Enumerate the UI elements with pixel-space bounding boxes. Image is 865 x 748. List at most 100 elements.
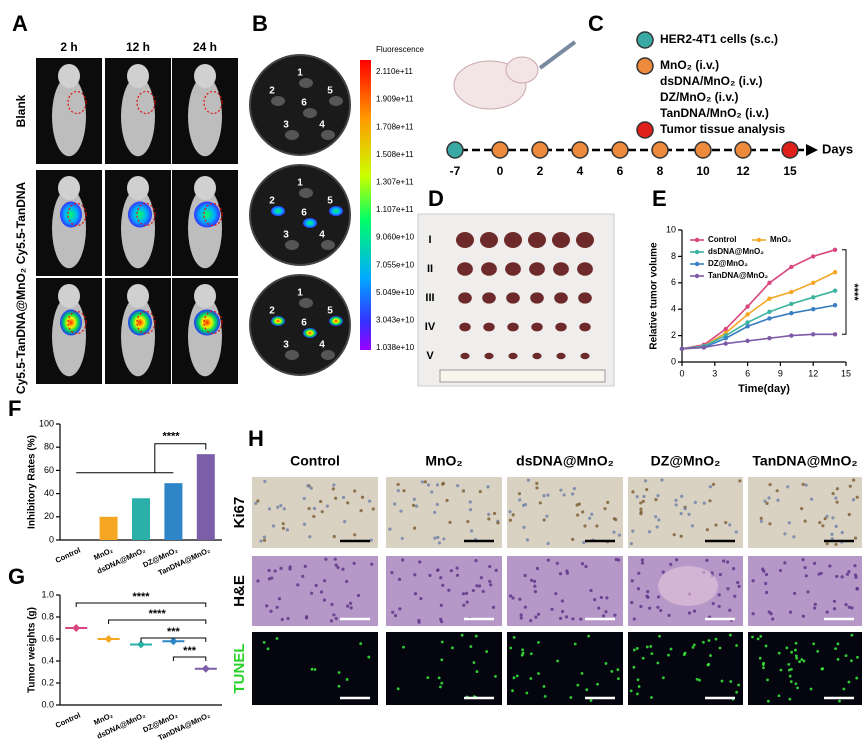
cell	[720, 679, 724, 683]
organ-label: 3	[283, 120, 289, 131]
timeline-day: 8	[657, 164, 664, 178]
cell	[589, 699, 593, 702]
series-line	[681, 249, 836, 350]
organ-label: 4	[319, 230, 325, 241]
cell	[583, 524, 587, 528]
organ	[321, 350, 335, 360]
organ-label: 6	[301, 318, 307, 329]
legend-marker	[694, 273, 700, 279]
cell	[788, 610, 793, 614]
cell	[356, 593, 361, 598]
row-label: Cy5.5-TanDNA	[14, 181, 28, 264]
cell	[798, 660, 801, 664]
cell	[639, 604, 643, 609]
series-point	[832, 303, 838, 308]
tumor	[506, 292, 520, 304]
cell	[279, 503, 283, 508]
cell	[433, 536, 437, 540]
cell	[809, 687, 813, 691]
tumor	[459, 322, 471, 332]
organ	[321, 240, 335, 250]
row-label: Cy5.5-TanDNA@MnO₂	[14, 268, 28, 394]
cell	[812, 642, 816, 646]
legend-text: Control	[708, 235, 736, 244]
organ-label: 5	[327, 196, 333, 207]
mouse-head	[127, 284, 149, 308]
cell	[496, 521, 500, 525]
cell	[441, 482, 445, 486]
timeline-label: Days	[822, 141, 853, 156]
column-header: 2 h	[60, 40, 77, 54]
cell	[669, 562, 673, 567]
micrograph	[748, 632, 862, 705]
cell	[775, 489, 779, 493]
cell	[725, 560, 730, 564]
series-point	[789, 333, 794, 338]
series-point	[767, 309, 772, 315]
petri-dish	[249, 164, 351, 266]
cell	[788, 697, 792, 701]
petri-dish	[249, 274, 351, 376]
cell	[313, 668, 317, 671]
y-tick-label: 0.8	[41, 611, 54, 621]
micrograph	[507, 556, 623, 626]
cell	[787, 521, 791, 525]
micrograph	[386, 477, 502, 548]
cell	[401, 558, 405, 562]
cell	[346, 501, 350, 505]
fluorescence-signal	[60, 201, 82, 228]
cell	[509, 646, 513, 650]
cell	[707, 662, 711, 666]
cell	[529, 652, 533, 656]
cell	[402, 645, 405, 649]
y-tick-label: 0.0	[41, 699, 54, 709]
timeline-point	[446, 141, 464, 159]
cell	[447, 588, 451, 592]
cell	[580, 671, 584, 675]
organ-label: 2	[269, 306, 275, 317]
panel-label: G	[8, 564, 25, 589]
cell	[776, 498, 780, 502]
cell	[582, 540, 586, 545]
cell	[630, 579, 634, 583]
mouse-head	[58, 284, 80, 308]
tumor	[556, 352, 566, 360]
organ-label: 2	[269, 196, 275, 207]
legend-text: HER2-4T1 cells (s.c.)	[660, 32, 778, 46]
cell	[269, 609, 273, 613]
cell	[734, 530, 738, 534]
cell	[312, 514, 316, 519]
y-axis-label: Inhibitory Rates (%)	[27, 435, 38, 529]
tumor-outline	[136, 90, 156, 115]
cell	[825, 542, 829, 546]
micrograph	[252, 556, 378, 626]
cell	[832, 599, 837, 603]
cell	[722, 559, 726, 563]
cell	[783, 561, 787, 565]
cell	[764, 644, 768, 648]
cell	[645, 645, 649, 649]
cell	[768, 482, 772, 487]
cell	[536, 612, 541, 616]
y-tick-label: 80	[44, 442, 54, 452]
cell	[546, 541, 550, 546]
cell	[639, 507, 643, 511]
cell	[756, 637, 760, 641]
cell	[737, 683, 741, 687]
cell	[794, 641, 798, 645]
cell	[763, 499, 767, 503]
organ-label: 2	[269, 86, 275, 97]
tumor	[480, 232, 498, 248]
cell	[637, 685, 641, 688]
cell	[535, 566, 540, 571]
cell	[511, 596, 515, 600]
cell	[555, 561, 559, 565]
cell	[769, 612, 773, 616]
cell	[617, 533, 622, 537]
y-tick-label: 40	[44, 488, 54, 498]
y-tick-label: 0	[49, 534, 54, 544]
cell	[604, 610, 608, 614]
cell	[795, 656, 799, 660]
organ	[303, 218, 317, 228]
cell	[281, 526, 286, 530]
